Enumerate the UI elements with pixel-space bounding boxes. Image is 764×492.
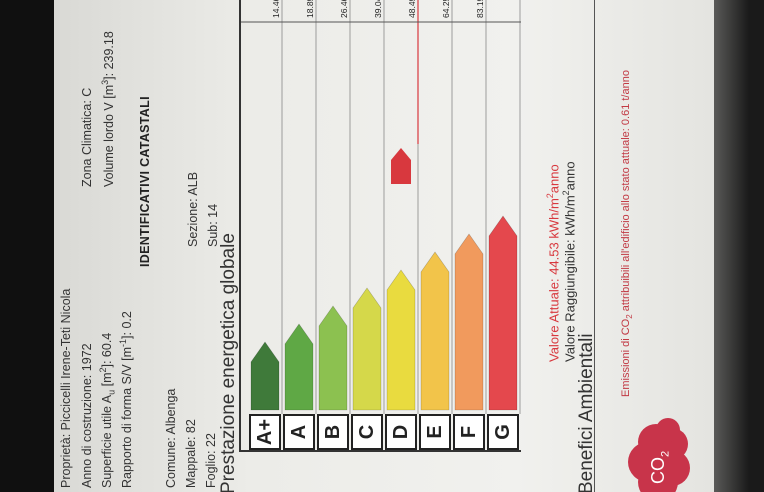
- class-cell-a: A: [283, 414, 315, 450]
- section-line: Sezione: ALB: [186, 171, 200, 247]
- class-cell-b: B: [317, 414, 349, 450]
- shape-ratio-line: Rapporto di forma S/V [m-1]: 0.2: [118, 311, 135, 488]
- achievable-value: Valore Raggiungibile: kWh/m2anno: [561, 161, 578, 362]
- environmental-section-title: Benefici Ambientali: [576, 333, 597, 492]
- class-cell-e: E: [419, 414, 451, 450]
- class-cell-d: D: [385, 414, 417, 450]
- energy-section-title: Prestazione energetica globale: [218, 233, 239, 492]
- class-arrow-g: [488, 215, 518, 411]
- year-line: Anno di costruzione: 1972: [80, 343, 94, 488]
- energy-class-chart: A+ A B C D E F G 14.46 18.89 26.46 39.04 48.49 64.25…: [239, 0, 521, 452]
- class-cell-f: F: [453, 414, 485, 450]
- climate-zone-line: Zona Climatica: C: [80, 87, 94, 187]
- class-cell-g: G: [487, 414, 519, 450]
- class-arrow-d: [386, 269, 416, 411]
- cadastral-title: IDENTIFICATIVI CATASTALI: [138, 96, 152, 267]
- folio-line: Foglio: 22: [204, 433, 218, 488]
- class-arrow-b: [318, 305, 348, 411]
- co2-cloud-label: CO2: [648, 450, 672, 484]
- map-sheet-line: Mappale: 82: [184, 419, 198, 488]
- threshold-label: 83.19: [475, 0, 485, 18]
- document-photo: Proprietà: Piccicelli Irene-Teti Nicola …: [54, 0, 714, 492]
- class-cell-aplus: A+: [249, 414, 281, 450]
- threshold-label: 64.25: [441, 0, 451, 18]
- page-edge-shadow: [714, 0, 764, 492]
- energy-certificate-page: Proprietà: Piccicelli Irene-Teti Nicola …: [54, 0, 714, 492]
- class-cell-c: C: [351, 414, 383, 450]
- owner-line: Proprietà: Piccicelli Irene-Teti Nicola: [59, 288, 73, 488]
- threshold-label: 39.04: [373, 0, 383, 18]
- surface-line: Superficie utile Au [m2]: 60.4: [98, 332, 117, 488]
- cloud-lobe: [656, 418, 680, 442]
- municipality-line: Comune: Albenga: [164, 388, 178, 488]
- class-arrow-a: [284, 323, 314, 411]
- co2-emissions-line: Emissioni di CO2 attribuibili all'edific…: [620, 70, 635, 397]
- class-arrow-aplus: [250, 341, 280, 411]
- threshold-label: 18.89: [305, 0, 315, 18]
- cloud-lobe: [654, 450, 690, 486]
- volume-line: Volume lordo V [m3]: 239.18: [100, 31, 117, 187]
- threshold-label: 48.49: [407, 0, 417, 18]
- energy-class-arrows: [241, 0, 521, 414]
- current-class-marker: [391, 148, 411, 184]
- class-arrow-c: [352, 287, 382, 411]
- co2-cloud-icon: [628, 418, 690, 492]
- class-arrow-e: [420, 251, 450, 411]
- threshold-label: 14.46: [271, 0, 281, 18]
- threshold-label: 26.46: [339, 0, 349, 18]
- current-value: Valore Attuale: 44.53 kWh/m2anno: [545, 164, 562, 362]
- class-arrow-f: [454, 233, 484, 411]
